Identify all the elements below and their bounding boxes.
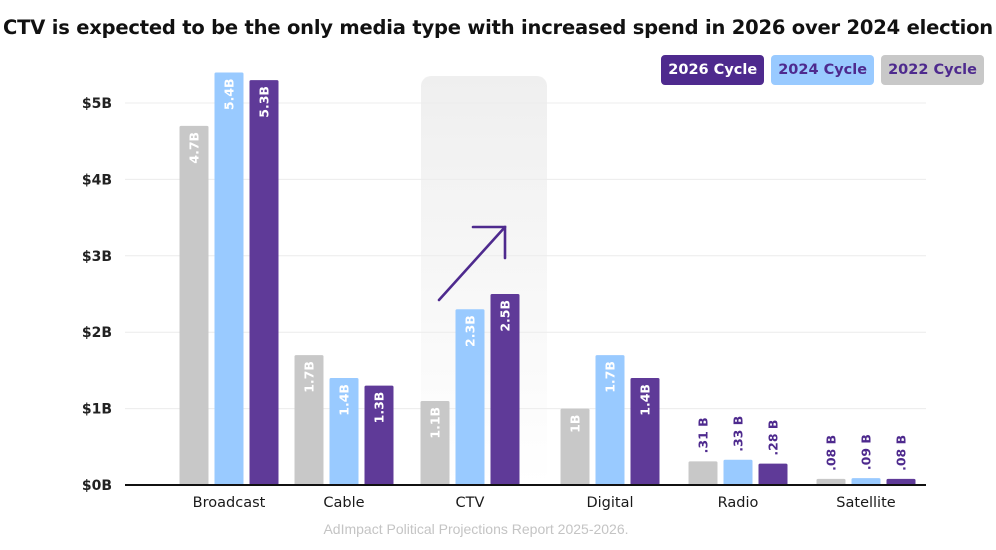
bar-value-label: 5.3B — [257, 86, 272, 118]
bar-value-label: 1.3B — [372, 392, 387, 424]
bar — [688, 461, 718, 485]
trend-arrow-head-icon — [471, 225, 507, 260]
legend-item-2022: 2022 Cycle — [881, 55, 984, 85]
bar — [723, 459, 753, 485]
y-tick-label: $0B — [82, 478, 112, 494]
x-tick-label: CTV — [456, 495, 485, 511]
bar — [294, 355, 324, 485]
source-note: AdImpact Political Projections Report 20… — [323, 521, 629, 537]
y-tick-label: $1B — [82, 402, 112, 418]
bar-value-label: 1B — [568, 415, 583, 433]
bar — [420, 400, 450, 485]
x-tick-label: Cable — [323, 495, 364, 511]
trend-arrow-icon — [437, 225, 507, 302]
bar — [560, 408, 590, 485]
bar-value-label: 2.3B — [463, 315, 478, 347]
bar-value-label: 4.7B — [187, 132, 202, 164]
bar — [214, 72, 244, 485]
bar-value-label: .31 B — [696, 417, 711, 453]
x-tick-label: Broadcast — [193, 495, 266, 511]
bar — [595, 355, 625, 485]
bar — [329, 378, 359, 485]
x-tick-label: Radio — [718, 495, 759, 511]
bar — [179, 125, 209, 486]
bar — [758, 463, 788, 485]
bar-value-label: 1.7B — [302, 361, 317, 393]
y-tick-label: $5B — [82, 96, 112, 112]
bar — [249, 80, 279, 485]
bar-value-label: 5.4B — [222, 78, 237, 110]
bar — [455, 309, 485, 485]
x-tick-label: Satellite — [836, 495, 895, 511]
y-tick-label: $2B — [82, 325, 112, 341]
chart-title: CTV is expected to be the only media typ… — [3, 16, 993, 39]
bar-value-label: .08 B — [894, 435, 909, 471]
legend: 2026 Cycle 2024 Cycle 2022 Cycle — [661, 55, 984, 85]
bar — [816, 478, 846, 485]
bar — [851, 478, 881, 485]
bar-value-label: .28 B — [766, 420, 781, 456]
bar-value-label: .08 B — [824, 435, 839, 471]
legend-item-2026: 2026 Cycle — [661, 55, 765, 85]
bar-value-label: .09 B — [859, 434, 874, 470]
bar-value-label: 1.7B — [603, 361, 618, 393]
bar — [630, 378, 660, 485]
bar-value-label: 2.5B — [498, 300, 513, 332]
bar-value-label: 1.1B — [428, 407, 443, 439]
bar — [886, 478, 916, 485]
bar-value-label: 1.4B — [638, 384, 653, 416]
y-tick-label: $3B — [82, 249, 112, 265]
bar-value-label: .33 B — [731, 416, 746, 452]
bar-value-label: 1.4B — [337, 384, 352, 416]
bar — [364, 385, 394, 485]
bar — [490, 294, 520, 485]
x-tick-label: Digital — [586, 495, 633, 511]
y-tick-label: $4B — [82, 172, 112, 188]
legend-item-2024: 2024 Cycle — [771, 55, 875, 85]
